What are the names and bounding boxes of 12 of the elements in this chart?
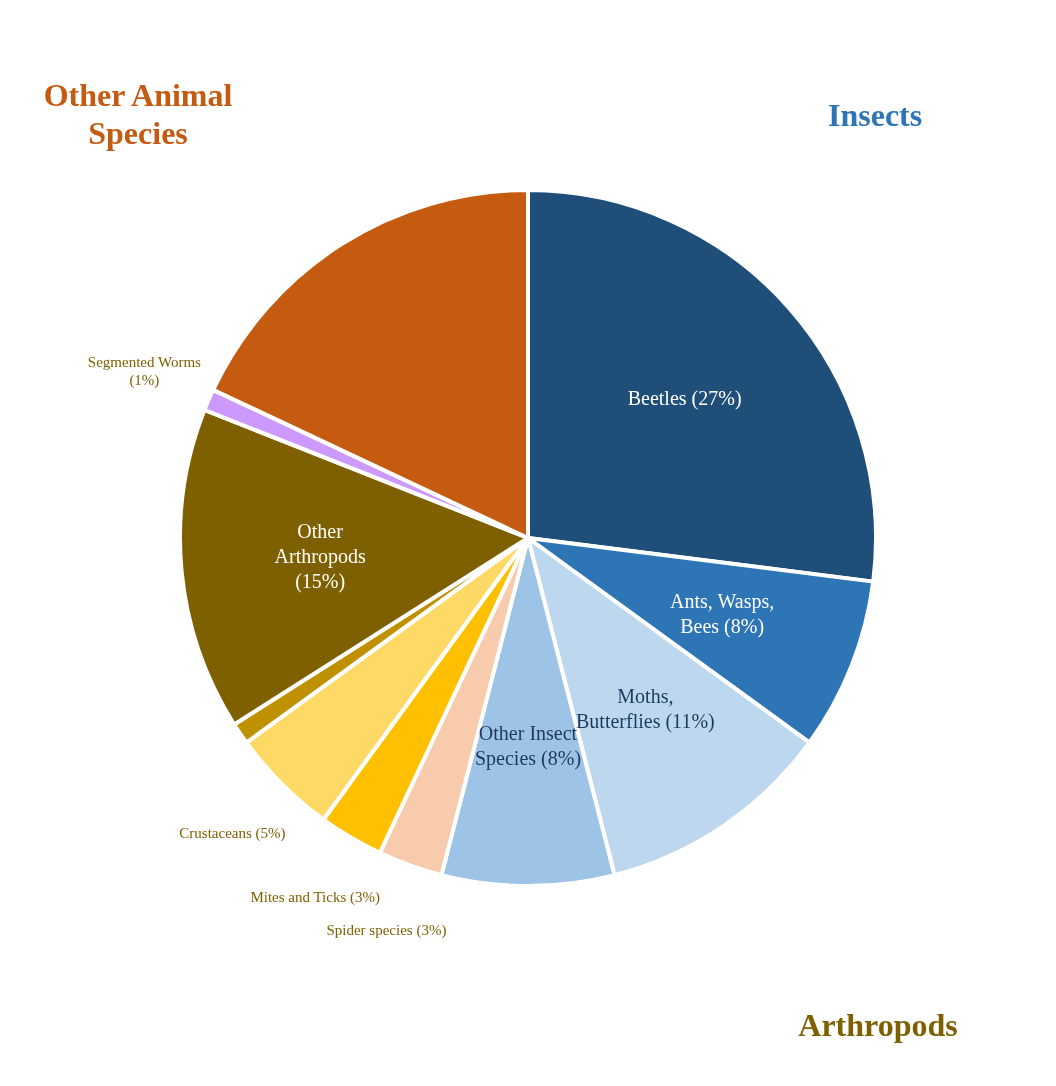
text: Insects xyxy=(828,97,923,134)
slice-label: Segmented Worms xyxy=(87,353,202,370)
slice-label: Other Arthropods xyxy=(274,519,366,568)
slice-label: Spider species (3%) xyxy=(326,922,447,940)
slice-label: Mites and Ticks (3%) xyxy=(250,888,381,906)
text: Arthropods xyxy=(798,1007,958,1044)
slice-label: Beetles (27%) xyxy=(627,387,742,411)
text: Other Animal Species xyxy=(43,77,233,152)
data-label: (15%) xyxy=(295,569,346,593)
slice-label: Crustaceans (5%) xyxy=(179,824,286,842)
slice-label: Ants, Wasps, Bees (8%) xyxy=(670,589,775,638)
data-label: (1%) xyxy=(129,372,160,390)
